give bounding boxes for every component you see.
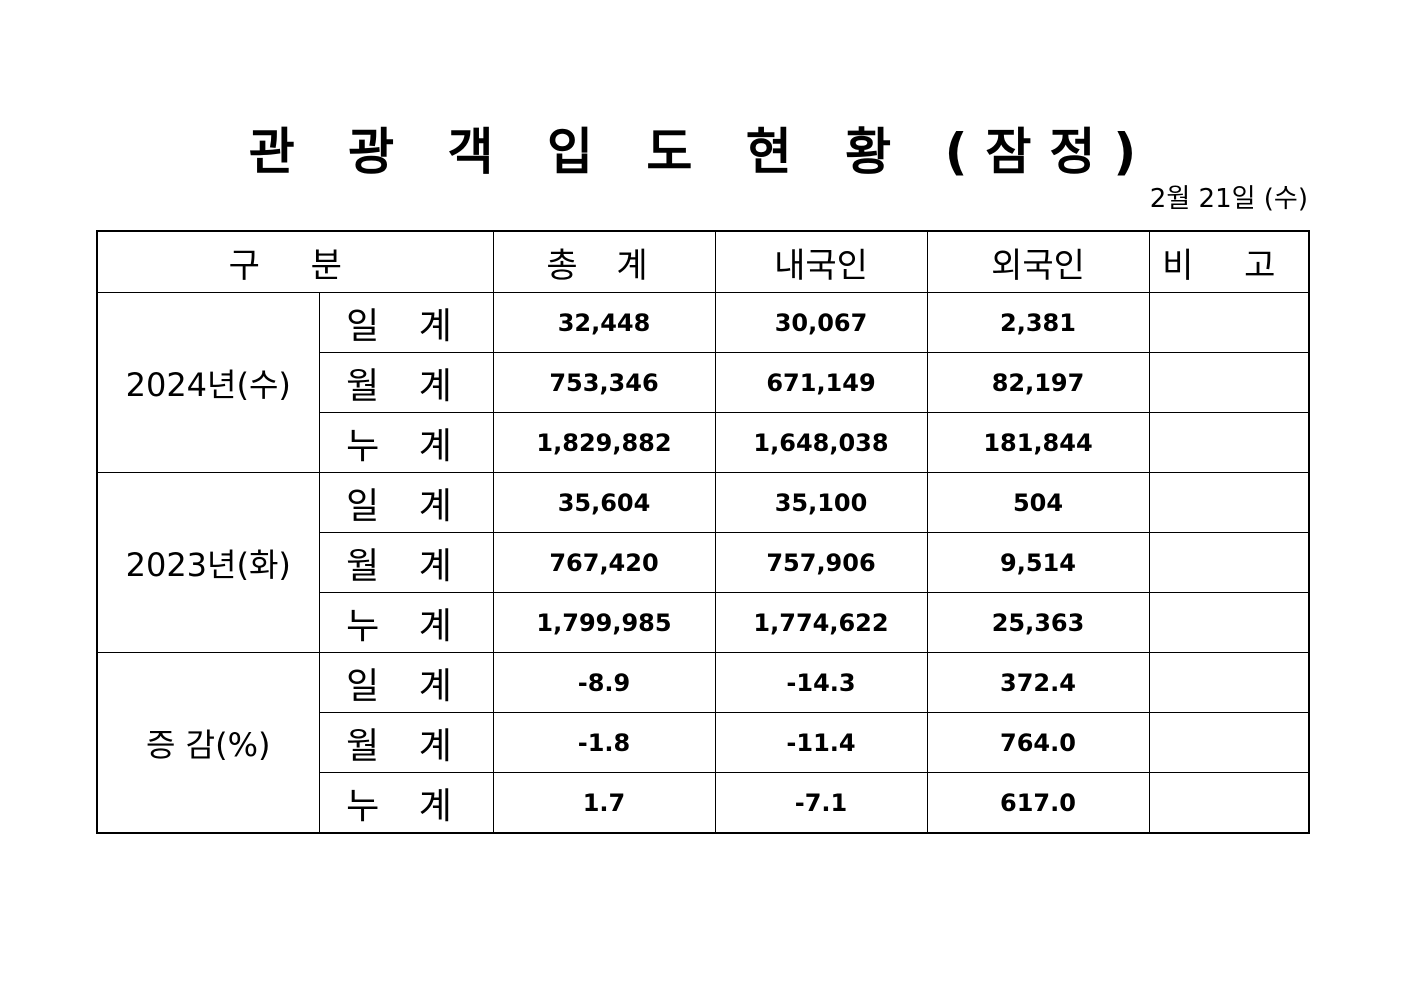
row-label: 일 계 [318,652,494,713]
table-row: 월 계 767,420 757,906 9,514 [97,532,1310,593]
cell-note [1148,712,1310,773]
row-label: 일 계 [318,292,494,353]
cell-foreign: 82,197 [926,352,1150,413]
cell-foreign: 617.0 [926,772,1150,834]
cell-domestic: 1,774,622 [714,592,928,653]
cell-foreign: 764.0 [926,712,1150,773]
cell-foreign: 504 [926,472,1150,533]
cell-note [1148,472,1310,533]
cell-total: -1.8 [492,712,716,773]
cell-foreign: 181,844 [926,412,1150,473]
table-row: 2024년(수) 일 계 32,448 30,067 2,381 [96,292,1310,473]
cell-domestic: -14.3 [714,652,928,713]
cell-domestic: -7.1 [714,772,928,834]
page-title: 관 광 객 입 도 현 황 (잠정) [248,123,1155,181]
row-label: 월 계 [318,352,494,413]
row-label: 누 계 [318,772,494,834]
cell-note [1148,592,1310,653]
header-total: 총 계 [492,230,716,293]
visitor-table: 구 분 총 계 내국인 외국인 비 고 2024년(수) 일 계 32,448 30,… [96,230,1310,834]
cell-total: -8.9 [492,652,716,713]
group-label: 증 감(%) [96,652,320,834]
cell-foreign: 9,514 [926,532,1150,593]
cell-total: 1,799,985 [492,592,716,653]
cell-note [1148,652,1310,713]
cell-note [1148,352,1310,413]
header-row: 구 분 총 계 내국인 외국인 비 고 [96,230,1310,293]
table-row: 월 계 -1.8 -11.4 764.0 [97,712,1310,773]
header-note: 비 고 [1148,230,1310,293]
group-label: 2024년(수) [96,292,320,473]
cell-total: 1.7 [492,772,716,834]
header-domestic: 내국인 [714,230,928,293]
cell-note [1148,772,1310,834]
cell-foreign: 2,381 [926,292,1150,353]
group-label: 2023년(화) [96,472,320,653]
cell-domestic: -11.4 [714,712,928,773]
row-label: 누 계 [318,592,494,653]
cell-note [1148,412,1310,473]
row-label: 누 계 [318,412,494,473]
row-label: 월 계 [318,532,494,593]
table-row: 2023년(화) 일 계 35,604 35,100 504 [96,472,1310,653]
row-label: 월 계 [318,712,494,773]
table-row: 누 계 1.7 -7.1 617.0 [97,772,1310,834]
cell-total: 767,420 [492,532,716,593]
cell-note [1148,532,1310,593]
cell-note [1148,292,1310,353]
cell-total: 1,829,882 [492,412,716,473]
report-date: 2월 21일 (수) [1149,184,1308,214]
cell-domestic: 30,067 [714,292,928,353]
header-foreign: 외국인 [926,230,1150,293]
cell-foreign: 25,363 [926,592,1150,653]
table-row: 증 감(%) 일 계 -8.9 -14.3 372.4 [96,652,1310,834]
table-row: 누 계 1,829,882 1,648,038 181,844 [97,412,1310,473]
cell-total: 753,346 [492,352,716,413]
cell-domestic: 35,100 [714,472,928,533]
cell-domestic: 671,149 [714,352,928,413]
table-row: 누 계 1,799,985 1,774,622 25,363 [97,592,1310,653]
header-category: 구 분 [96,230,494,293]
cell-domestic: 757,906 [714,532,928,593]
cell-total: 32,448 [492,292,716,353]
cell-total: 35,604 [492,472,716,533]
cell-domestic: 1,648,038 [714,412,928,473]
row-label: 일 계 [318,472,494,533]
cell-foreign: 372.4 [926,652,1150,713]
